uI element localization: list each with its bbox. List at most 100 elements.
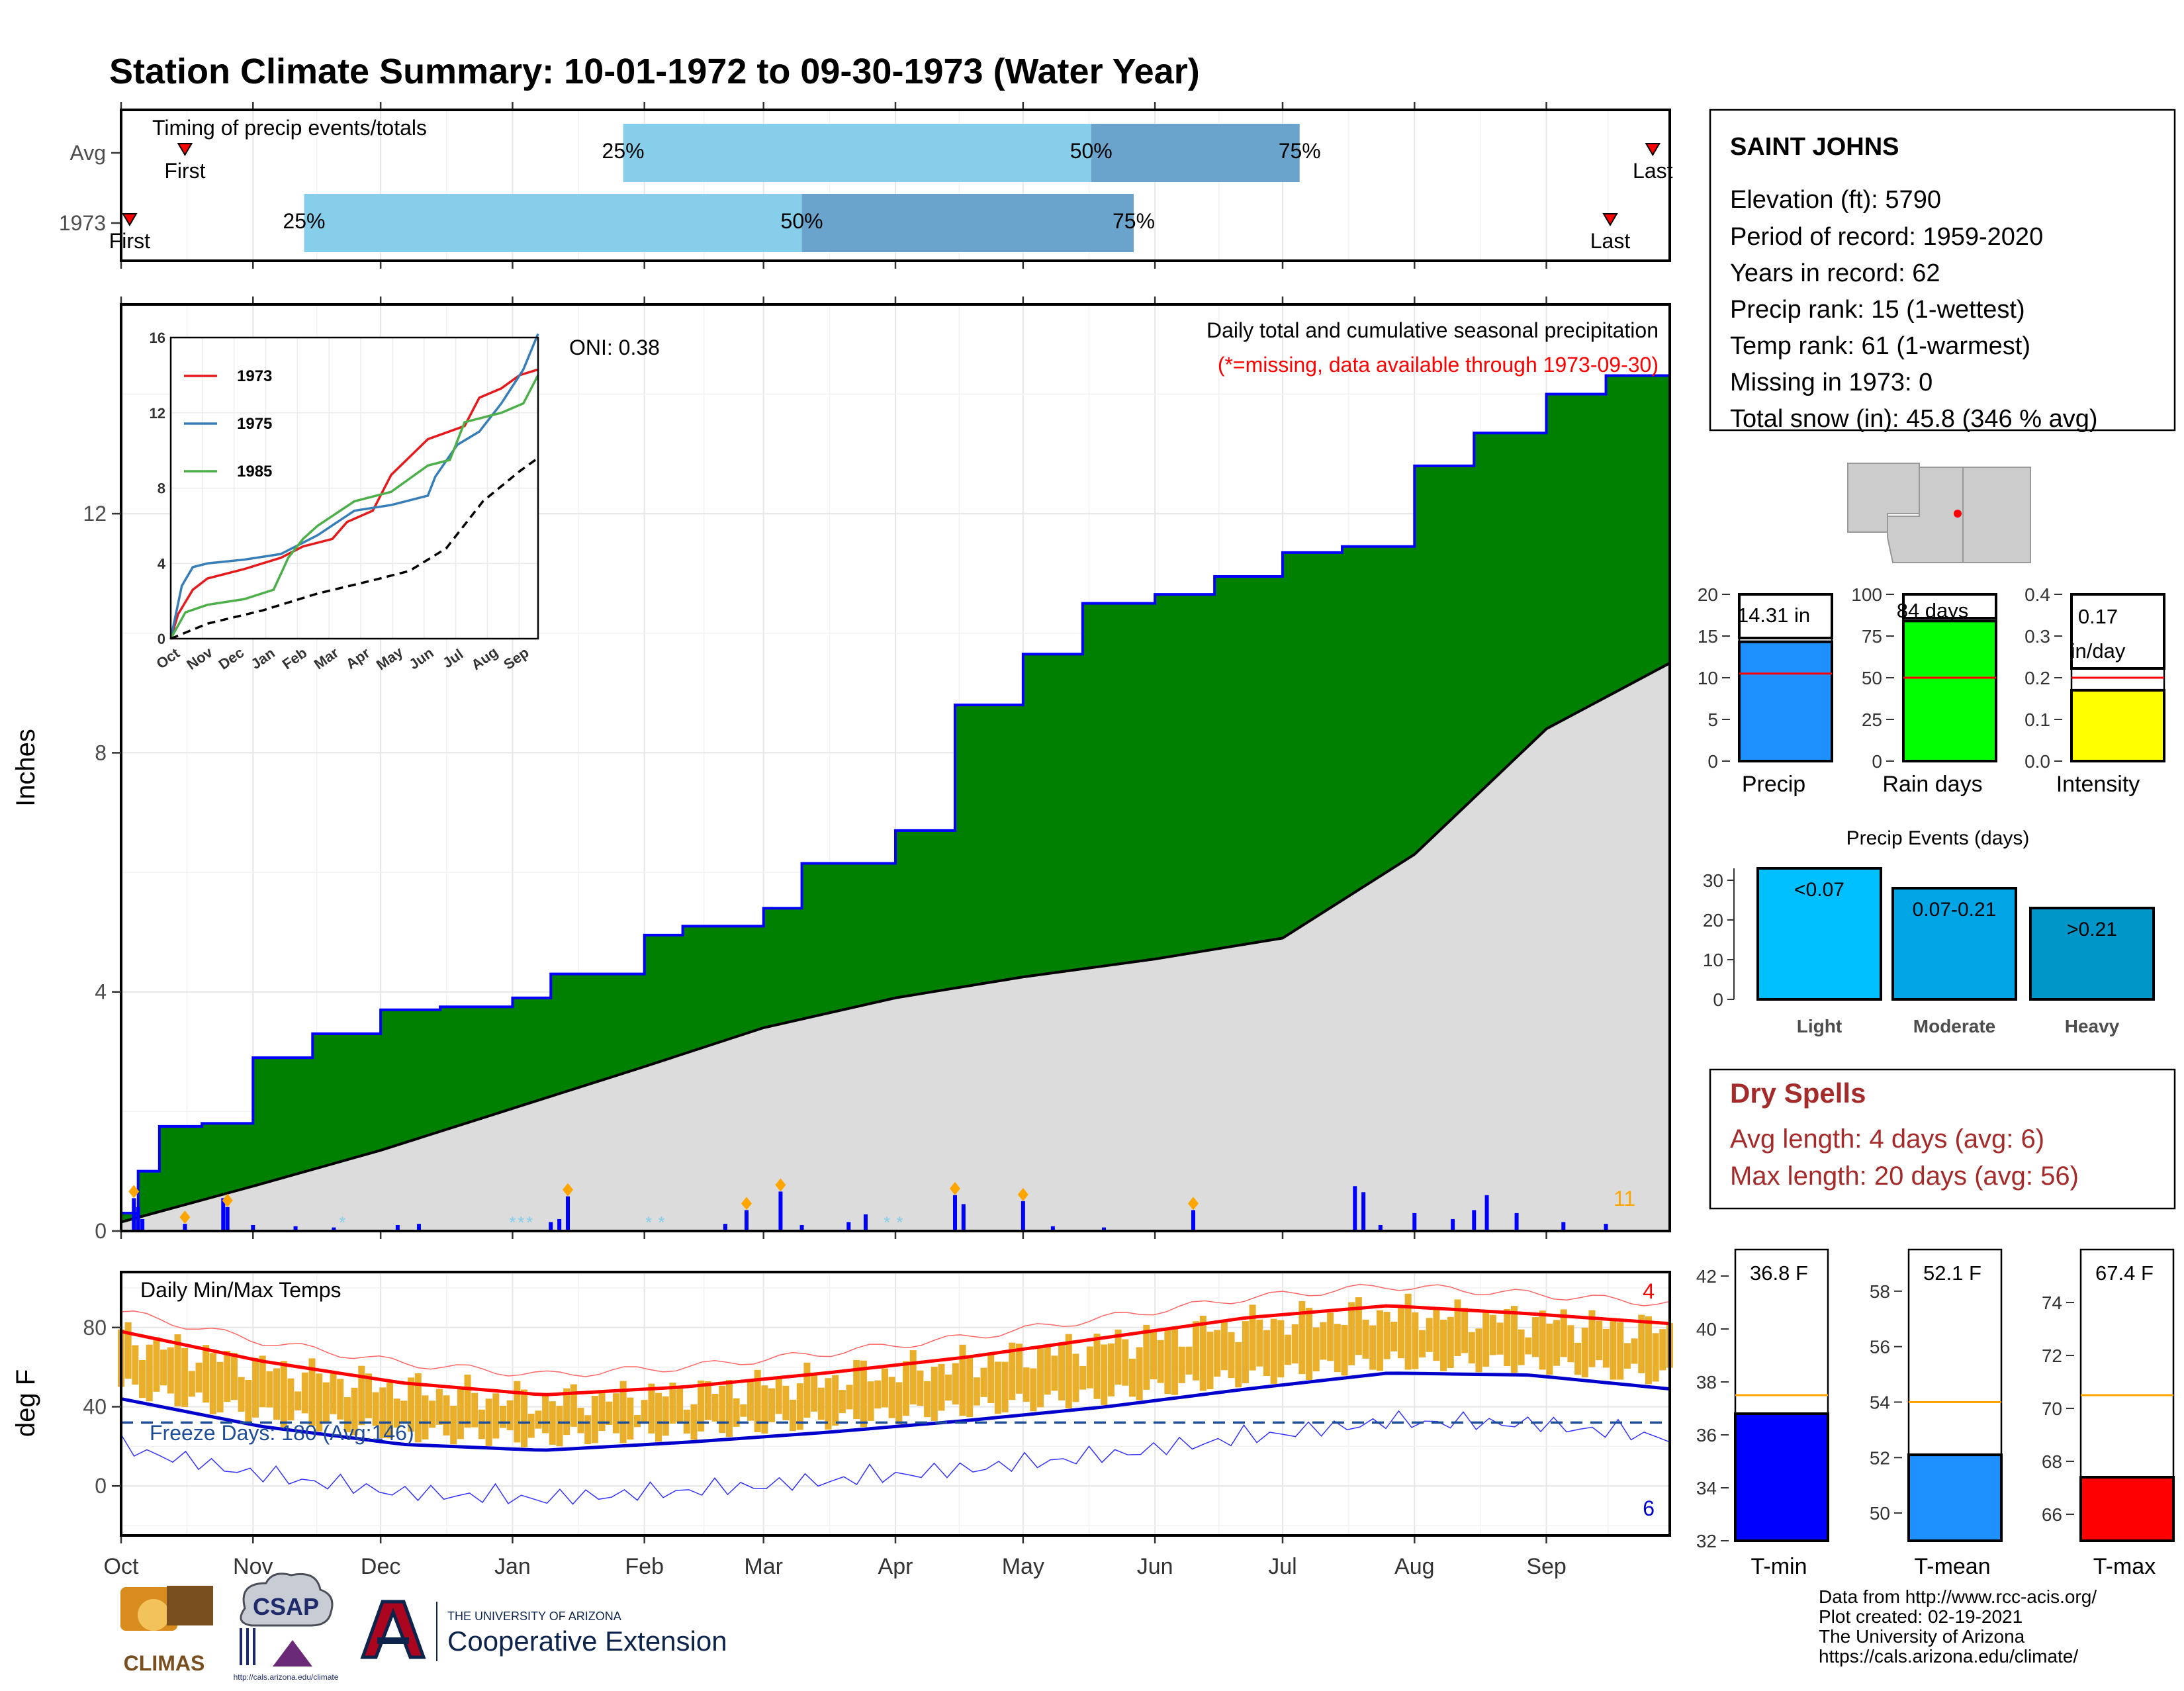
daily-temp-range-bar	[606, 1401, 613, 1426]
intensity-value-line1: 0.17	[2078, 605, 2118, 628]
record-low-count: 6	[1643, 1496, 1655, 1520]
daily-temp-range-bar	[931, 1366, 938, 1421]
csap-url: http://cals.arizona.edu/climate	[234, 1672, 339, 1682]
inset-ytick-label: 4	[158, 555, 166, 572]
month-label-jan: Jan	[494, 1554, 531, 1579]
daily-precip-bar	[961, 1204, 966, 1231]
daily-temp-range-bar	[1475, 1328, 1482, 1373]
daily-temp-range-bar	[273, 1368, 281, 1420]
daily-temp-range-bar	[429, 1400, 436, 1428]
inset-series-line	[169, 375, 539, 639]
daily-precip-bar	[417, 1224, 421, 1231]
summary-ytick-label: 5	[1707, 709, 1718, 730]
daily-temp-range-bar	[641, 1400, 648, 1424]
daily-precip-bar	[864, 1214, 868, 1231]
daily-temp-range-bar	[761, 1385, 768, 1434]
snow-day-marker	[950, 1181, 960, 1195]
inset-legend-label: 1973	[237, 367, 272, 385]
daily-temp-range-bar	[146, 1344, 153, 1402]
temp-box-ytick-label: 68	[2042, 1451, 2062, 1472]
daily-temp-range-bar	[287, 1378, 295, 1421]
temperature-summary-boxes: 32 34 36 38 40 42 50 52 54 56 58 66 68 70 72 74 T-min…	[1696, 1248, 2175, 1579]
month-label-sep: Sep	[1526, 1554, 1567, 1579]
summary-ytick-label: 75	[1862, 626, 1882, 647]
timing-q25-q50-bar	[623, 124, 1091, 182]
daily-temp-range-bar	[1263, 1330, 1270, 1377]
daily-temp-range-bar	[1602, 1328, 1610, 1368]
daily-precip-bar	[1472, 1210, 1477, 1231]
climas-logo: CLIMAS	[120, 1586, 213, 1675]
main-ytick-label: 4	[95, 980, 107, 1004]
daily-temp-range-bar	[1383, 1312, 1390, 1359]
daily-temp-range-bar	[817, 1387, 825, 1420]
daily-precip-bar	[221, 1198, 226, 1231]
tmean-value-label: 52.1 F	[1923, 1261, 1981, 1285]
daily-temp-range-bar	[1065, 1334, 1072, 1408]
station-missing: Missing in 1973: 0	[1730, 369, 1933, 396]
temp-box-ytick-label: 74	[2042, 1293, 2062, 1313]
intensity-box-label: Intensity	[2056, 772, 2140, 797]
daily-temp-range-bar	[690, 1404, 698, 1440]
daily-temp-range-bar	[1058, 1343, 1066, 1400]
daily-temp-range-bar	[1369, 1325, 1377, 1370]
inset-legend-label: 1975	[237, 415, 272, 433]
daily-temp-range-bar	[400, 1400, 408, 1423]
temp-ytick-label: 40	[83, 1394, 107, 1418]
daily-temp-range-bar	[1596, 1320, 1603, 1361]
daily-temp-range-bar	[549, 1401, 556, 1445]
daily-temp-range-bar	[1256, 1319, 1263, 1367]
daily-temp-range-bar	[1122, 1339, 1129, 1386]
ua-cooperative-extension-logo: THE UNIVERSITY OF ARIZONA Cooperative Ex…	[360, 1600, 727, 1661]
daily-temp-range-bar	[1362, 1319, 1369, 1359]
daily-precip-bar	[953, 1195, 957, 1231]
daily-temp-range-bar	[1214, 1330, 1221, 1377]
timing-q25-label: 25%	[602, 139, 645, 163]
daily-temp-range-bar	[1631, 1338, 1638, 1364]
daily-temp-range-bar	[387, 1383, 394, 1439]
oni-label: ONI: 0.38	[569, 336, 660, 359]
daily-temp-range-bar	[422, 1395, 429, 1440]
daily-temp-range-bar	[280, 1361, 287, 1428]
events-bar-label: <0.07	[1794, 879, 1844, 901]
daily-temp-range-bar	[719, 1385, 726, 1434]
daily-temp-range-bar	[909, 1350, 917, 1404]
summary-box-fill	[1902, 619, 1997, 762]
ua-cooperative-extension-text: Cooperative Extension	[447, 1625, 727, 1657]
daily-temp-range-bar	[733, 1398, 740, 1427]
daily-precip-bar	[136, 1207, 140, 1231]
main-ytick-label: 0	[95, 1219, 107, 1243]
dry-spells-max: Max length: 20 days (avg: 56)	[1730, 1162, 2079, 1191]
footer-line-4: https://cals.arizona.edu/climate/	[1819, 1646, 2078, 1667]
summary-ytick-label: 0	[1707, 751, 1718, 772]
daily-temp-range-bar	[393, 1398, 400, 1428]
summary-ytick-label: 20	[1698, 584, 1718, 605]
daily-temp-range-bar	[1312, 1327, 1320, 1372]
daily-temp-range-bar	[1128, 1358, 1136, 1397]
daily-temp-range-bar	[1150, 1330, 1157, 1380]
snow-day-marker	[741, 1197, 752, 1211]
daily-temp-range-bar	[698, 1380, 705, 1432]
first-event-marker	[177, 143, 193, 156]
daily-temp-range-bar	[1030, 1368, 1037, 1412]
temp-box-ytick-label: 66	[2042, 1504, 2062, 1525]
rain-box-label: Rain days	[1882, 772, 1982, 797]
daily-temp-range-bar	[811, 1373, 818, 1412]
temp-box-ytick-label: 38	[1696, 1372, 1717, 1393]
snow-marker-asterisk: *	[518, 1212, 524, 1232]
last-event-label: Last	[1590, 229, 1631, 253]
daily-temp-range-bar	[1553, 1320, 1561, 1366]
daily-precip-bar	[1378, 1224, 1383, 1231]
timing-q25-q50-bar	[304, 194, 802, 252]
temp-box-fill	[1907, 1453, 2003, 1542]
daily-temp-range-bar	[209, 1353, 216, 1414]
daily-temp-range-bar	[1136, 1347, 1143, 1400]
timing-q50-q75-bar	[801, 194, 1134, 252]
cumulative-precip-line	[121, 374, 1670, 1214]
daily-temp-range-bar	[167, 1347, 174, 1394]
daily-precip-bar	[1102, 1227, 1106, 1231]
daily-precip-bar	[1050, 1226, 1055, 1231]
summary-ytick-label: 0.3	[2025, 626, 2050, 647]
timing-label: Timing of precip events/totals	[152, 116, 427, 140]
summary-box-fill	[1738, 640, 1833, 762]
precip-events-panel: Precip Events (days) 0 10 20 30 <0.07 Light 0.…	[1703, 827, 2155, 1036]
